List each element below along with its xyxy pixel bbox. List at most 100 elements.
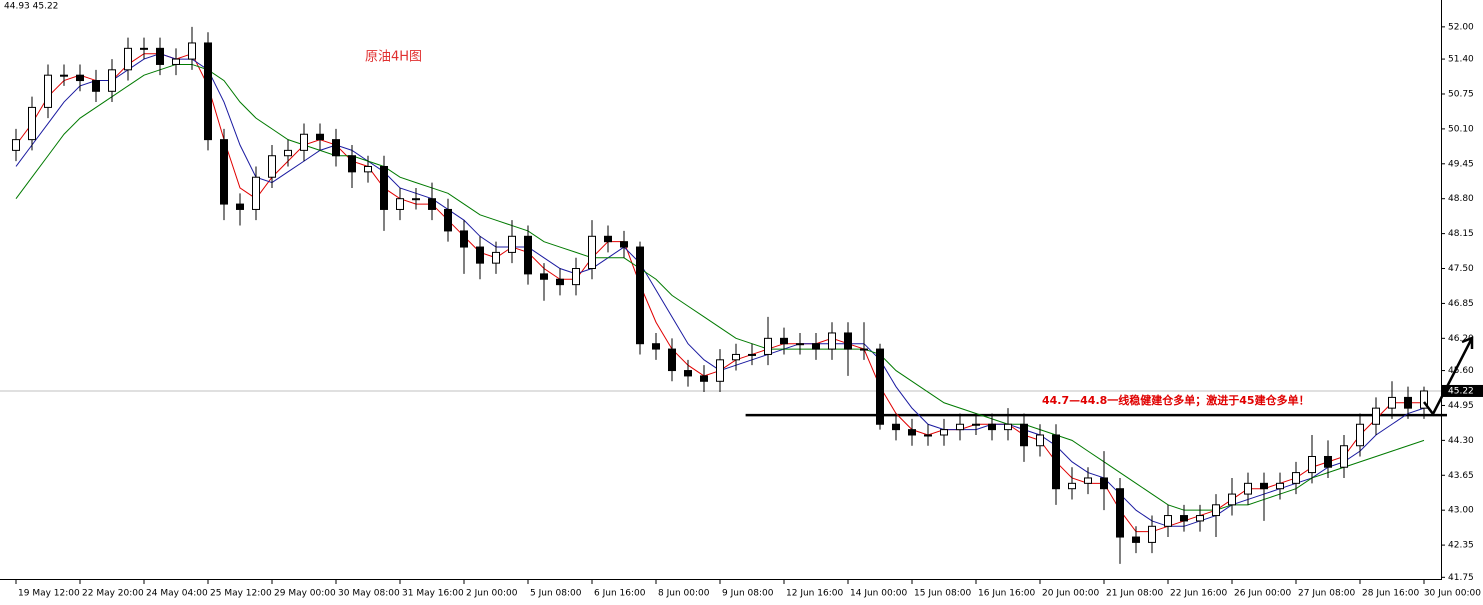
candle-body: [220, 139, 228, 205]
candle-body: [172, 58, 180, 65]
candle-body: [956, 423, 964, 431]
x-tick-label: 9 Jun 08:00: [722, 589, 774, 599]
candle-body: [828, 332, 836, 350]
candle-body: [812, 343, 820, 350]
candle-body: [316, 133, 324, 141]
candle-body: [908, 429, 916, 436]
candle-body: [988, 423, 996, 431]
candle-body: [1116, 488, 1124, 538]
y-tick-label: 44.30: [1448, 436, 1474, 446]
x-tick-label: 14 Jun 00:00: [850, 589, 907, 599]
candle-body: [636, 246, 644, 345]
candle-body: [1276, 482, 1284, 490]
candle-body: [652, 343, 660, 350]
candle-body: [1196, 515, 1204, 522]
x-tick-label: 21 Jun 08:00: [1106, 589, 1163, 599]
candle-body: [428, 198, 436, 210]
candle-body: [412, 198, 420, 201]
candle-body: [860, 348, 868, 351]
candle-body: [156, 47, 164, 65]
candle-body: [1180, 515, 1188, 522]
x-tick-label: 8 Jun 00:00: [658, 589, 710, 599]
x-tick-label: 27 Jun 08:00: [1298, 589, 1355, 599]
candle-body: [1132, 536, 1140, 543]
candle-body: [12, 139, 20, 151]
candle-body: [1308, 455, 1316, 474]
candle-body: [140, 47, 148, 50]
y-tick-label: 46.20: [1448, 334, 1474, 344]
candle-body: [604, 235, 612, 243]
candle-body: [380, 165, 388, 210]
x-tick-label: 24 May 04:00: [146, 589, 208, 599]
candle-body: [1036, 434, 1044, 447]
x-tick-label: 31 May 16:00: [402, 589, 464, 599]
candle-body: [204, 42, 212, 141]
candle-body: [188, 42, 196, 60]
y-tick-label: 50.10: [1448, 124, 1474, 134]
annotation: 44.7—44.8一线稳健建仓多单；激进于45建仓多单！: [1042, 393, 1310, 407]
x-tick-label: 5 Jun 08:00: [530, 589, 582, 599]
candle-body: [108, 69, 116, 92]
y-tick-label: 52.00: [1448, 22, 1474, 32]
candle-body: [684, 370, 692, 377]
x-tick-label: 20 Jun 00:00: [1042, 589, 1099, 599]
candle-body: [348, 155, 356, 173]
candle-body: [780, 337, 788, 345]
candle-body: [668, 348, 676, 372]
x-tick-label: 29 May 00:00: [274, 589, 336, 599]
candle-body: [556, 278, 564, 286]
moving-average: [15, 63, 1425, 511]
candle-body: [1260, 482, 1268, 490]
candle-body: [476, 246, 484, 264]
y-tick-label: 44.95: [1448, 401, 1474, 411]
x-tick-label: 15 Jun 08:00: [914, 589, 971, 599]
candle-body: [508, 235, 516, 253]
candle-body: [796, 343, 804, 346]
candle-body: [44, 74, 52, 108]
candle-body: [76, 74, 84, 82]
y-tick-label: 49.45: [1448, 159, 1474, 169]
candle-body: [588, 235, 596, 270]
candle-body: [764, 337, 772, 355]
x-tick-label: 25 May 12:00: [210, 589, 272, 599]
candle-body: [924, 434, 932, 437]
candle-body: [892, 423, 900, 431]
candle-body: [60, 74, 68, 77]
candle-body: [1228, 493, 1236, 506]
candle-body: [876, 348, 884, 425]
candle-body: [1020, 423, 1028, 447]
x-tick-label: 19 May 12:00: [18, 589, 80, 599]
y-tick-label: 41.75: [1448, 573, 1474, 583]
candle-body: [716, 359, 724, 382]
y-tick-label: 43.65: [1448, 471, 1474, 481]
candle-body: [1372, 407, 1380, 425]
y-tick-label: 45.60: [1448, 366, 1474, 376]
y-tick-label: 43.00: [1448, 506, 1474, 516]
candle-body: [1068, 482, 1076, 490]
arrow: [1423, 336, 1474, 417]
candle-body: [92, 80, 100, 92]
candle-body: [1084, 477, 1092, 484]
candle-body: [332, 139, 340, 157]
candle-body: [1340, 445, 1348, 468]
last-price-label: 45.22: [1448, 386, 1474, 396]
y-tick-label: 48.15: [1448, 229, 1474, 239]
x-tick-label: 2 Jun 00:00: [466, 589, 518, 599]
last-price-box: [1442, 384, 1483, 397]
plot: [0, 26, 1447, 564]
candle-body: [364, 165, 372, 173]
candle-body: [732, 353, 740, 361]
x-tick-label: 12 Jun 16:00: [786, 589, 843, 599]
candle-body: [460, 230, 468, 248]
candle-body: [1388, 396, 1396, 409]
x-tick-label: 16 Jun 16:00: [978, 589, 1035, 599]
candle-body: [1212, 504, 1220, 517]
x-tick-label: 30 Jun 00:00: [1424, 589, 1481, 599]
candle-body: [524, 235, 532, 275]
candle-body: [572, 268, 580, 286]
candle-body: [540, 273, 548, 280]
candle-body: [972, 423, 980, 426]
candle-body: [236, 203, 244, 210]
x-tick-label: 6 Jun 16:00: [594, 589, 646, 599]
